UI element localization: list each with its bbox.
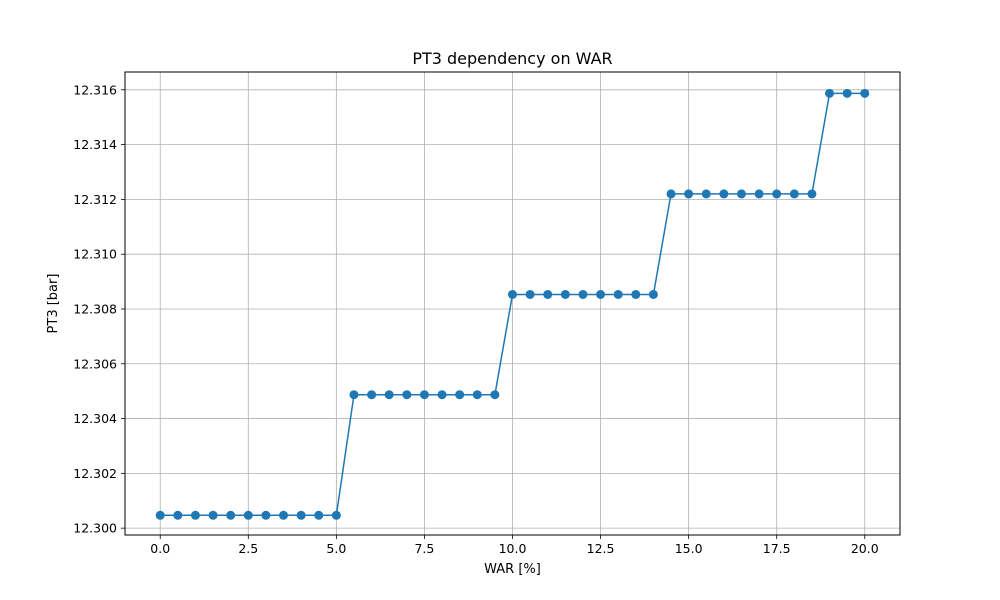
data-point (842, 88, 852, 98)
data-point (860, 88, 870, 98)
x-tick-label: 2.5 (238, 541, 258, 556)
y-tick-label: 12.312 (73, 192, 117, 207)
data-point (402, 390, 412, 400)
data-point (578, 289, 588, 299)
series-layer (155, 88, 870, 520)
y-tick-label: 12.314 (73, 137, 117, 152)
data-point (173, 510, 183, 520)
data-point (613, 289, 623, 299)
x-tick-label: 12.5 (587, 541, 615, 556)
x-tick-label: 5.0 (326, 541, 346, 556)
data-point (349, 390, 359, 400)
data-point (560, 289, 570, 299)
grid-lines (125, 72, 900, 535)
y-tick-label: 12.308 (73, 301, 117, 316)
data-point (508, 289, 517, 299)
data-point (367, 390, 377, 400)
data-point (243, 510, 253, 520)
data-point (631, 289, 641, 299)
data-point (472, 390, 482, 400)
data-point (331, 510, 341, 520)
data-point (490, 390, 500, 400)
data-point (807, 189, 817, 199)
x-tick-label: 20.0 (851, 541, 879, 556)
data-point (525, 289, 535, 299)
x-tick-label: 10.0 (499, 541, 527, 556)
data-point (719, 189, 729, 199)
data-point (314, 510, 324, 520)
x-tick-label: 15.0 (675, 541, 703, 556)
data-point (296, 510, 306, 520)
data-point (684, 189, 694, 199)
chart-title: PT3 dependency on WAR (412, 49, 612, 68)
data-point (825, 88, 835, 98)
x-tick-label: 0.0 (150, 541, 170, 556)
data-point (279, 510, 289, 520)
y-axis-ticks: 12.300 12.302 12.304 12.306 12.308 12.310 12.3… (73, 82, 125, 536)
data-point (190, 510, 200, 520)
data-point (543, 289, 553, 299)
data-point (648, 289, 658, 299)
data-point (208, 510, 218, 520)
data-point (701, 189, 711, 199)
x-axis-label: WAR [%] (484, 562, 541, 577)
y-tick-label: 12.306 (73, 356, 117, 371)
data-point (155, 510, 165, 520)
data-point (419, 390, 429, 400)
y-tick-label: 12.304 (73, 411, 117, 426)
y-tick-label: 12.302 (73, 466, 117, 481)
x-tick-label: 17.5 (763, 541, 791, 556)
data-point (384, 390, 394, 400)
data-point (754, 189, 764, 199)
x-axis-ticks: 0.0 2.5 5.0 7.5 10.0 12.5 15.0 17.5 20.0 (150, 535, 879, 556)
y-axis-label: PT3 [bar] (46, 274, 61, 334)
data-point (666, 189, 676, 199)
y-tick-label: 12.316 (73, 82, 117, 97)
data-point (261, 510, 271, 520)
data-point (226, 510, 236, 520)
data-point (772, 189, 782, 199)
x-tick-label: 7.5 (414, 541, 434, 556)
data-point (736, 189, 746, 199)
y-tick-label: 12.300 (73, 521, 117, 536)
y-tick-label: 12.310 (73, 247, 117, 262)
data-point (455, 390, 465, 400)
data-point (789, 189, 799, 199)
data-point (437, 390, 447, 400)
data-point (596, 289, 606, 299)
